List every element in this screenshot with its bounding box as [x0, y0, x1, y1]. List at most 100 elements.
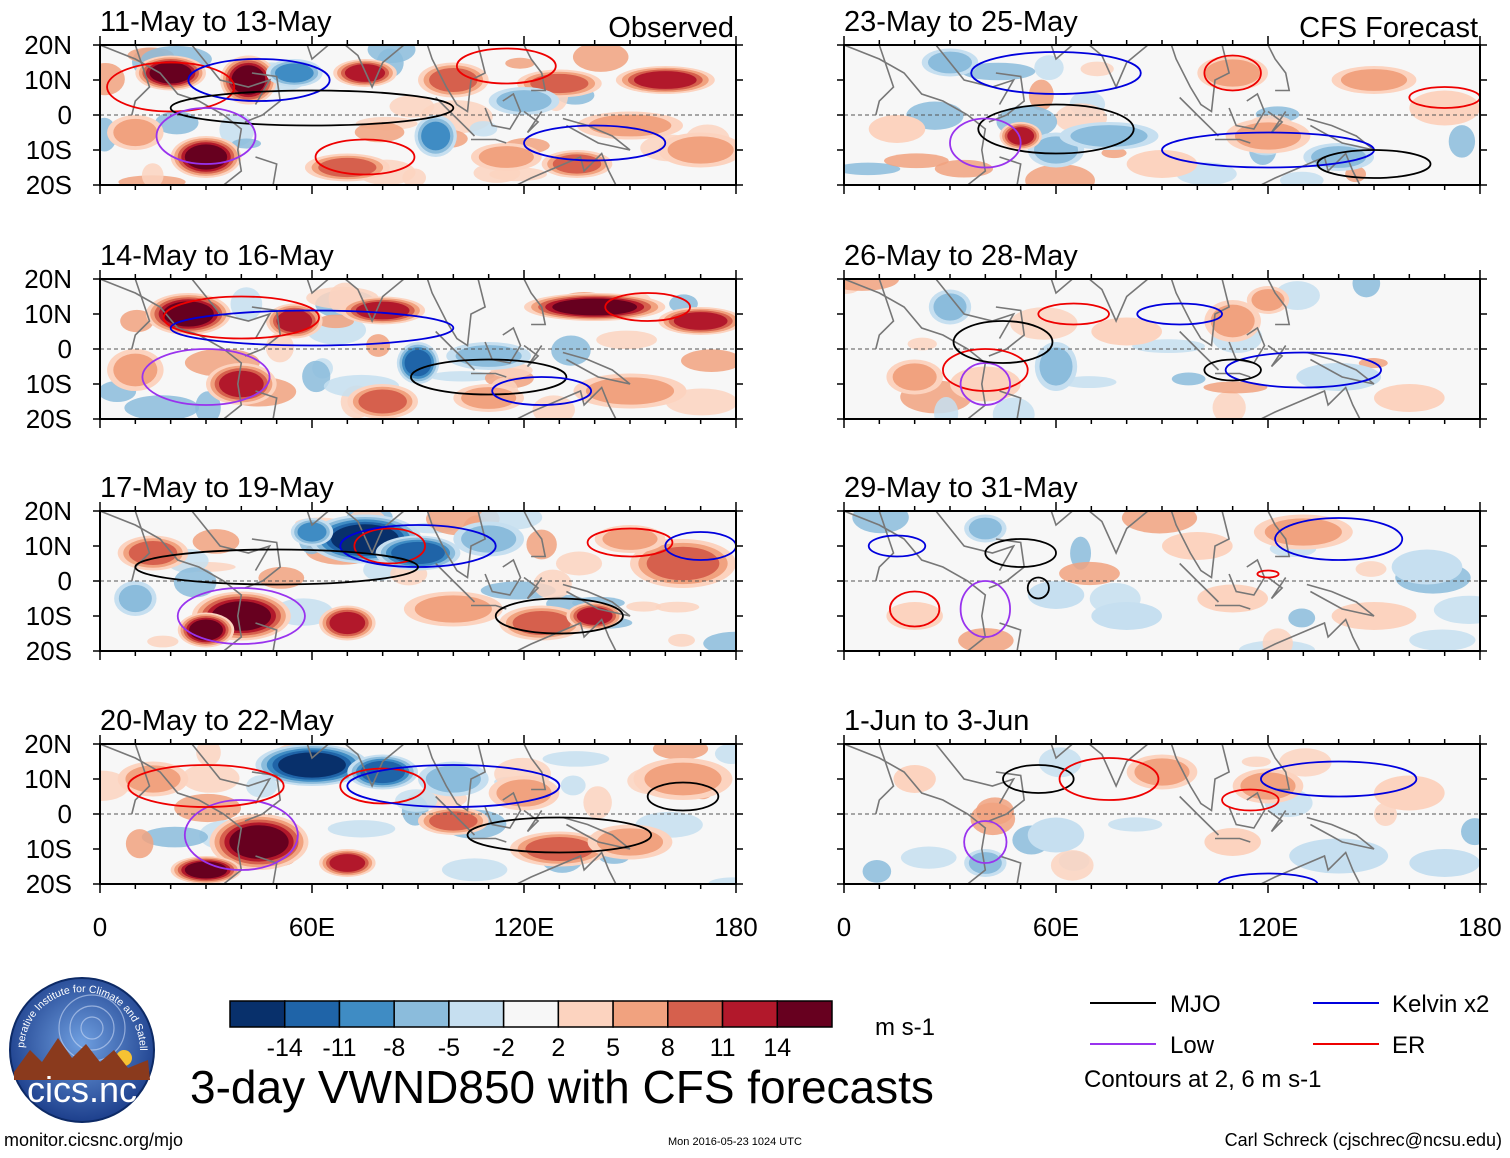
anomaly-cell — [708, 877, 736, 884]
anomaly-cell — [862, 860, 892, 883]
coastline — [283, 45, 487, 113]
lon-label: 0 — [837, 912, 851, 942]
anomaly-blob — [231, 65, 266, 95]
er-contour — [1203, 54, 1262, 92]
mjo-contour — [134, 548, 419, 586]
anomaly-field — [844, 279, 1445, 419]
coastline — [875, 279, 895, 350]
anomaly-cell — [1050, 850, 1094, 881]
anomaly-blob — [184, 144, 228, 170]
anomaly-blob — [1374, 384, 1445, 412]
mjo-contour — [1026, 576, 1050, 600]
kelvin-contour — [523, 124, 667, 162]
anomaly-cell — [934, 397, 959, 419]
contours — [867, 517, 1404, 638]
anomaly-blob — [118, 584, 152, 613]
coastline — [1306, 583, 1375, 617]
mjo-contour — [977, 103, 1135, 155]
low-contour — [141, 348, 271, 406]
anomaly-cell — [141, 163, 164, 185]
coastline — [1243, 618, 1361, 651]
coastline — [251, 156, 278, 185]
anomaly-blob — [1134, 758, 1190, 786]
coastline — [251, 855, 278, 884]
anomaly-cell — [703, 631, 736, 651]
coastline — [435, 795, 476, 836]
coastline — [1027, 511, 1231, 579]
kelvin-contour — [491, 376, 593, 406]
coastline — [471, 138, 507, 144]
anomaly-blob — [1391, 549, 1463, 585]
anomaly-cell — [429, 371, 495, 382]
coastline — [523, 576, 543, 600]
colorbar: -14 -11 -8 -5 -2 2 5 8 11 14 — [229, 1000, 833, 1062]
panel-2: 20N 10N 0 10S 20S 14-May to 16-May — [24, 240, 743, 434]
lat-label: 10S — [26, 834, 72, 864]
coastline — [100, 511, 243, 651]
low-contour — [963, 820, 1008, 864]
anomaly-blob — [162, 301, 214, 327]
anomaly-blob — [360, 760, 406, 784]
er-contour — [455, 47, 557, 85]
coastline — [471, 372, 507, 378]
contour-legend: MJO Kelvin x2 Low ER — [1090, 991, 1489, 1059]
lat-label: 20S — [26, 404, 72, 434]
colorbar-tick-label: 8 — [661, 1034, 675, 1062]
anomaly-blob — [892, 363, 937, 391]
anomaly-blob — [404, 349, 432, 377]
mjo-contour — [169, 89, 455, 127]
er-contour — [106, 61, 236, 113]
er-contour — [604, 292, 691, 322]
anomaly-blob — [329, 854, 366, 872]
anomaly-blob — [149, 62, 192, 84]
anomaly-cell — [1034, 55, 1064, 81]
coastline — [1267, 809, 1287, 833]
anomaly-blob — [1162, 532, 1233, 560]
anomaly-cell — [402, 168, 426, 185]
colorbar-swatch — [667, 1000, 724, 1028]
coastline — [1228, 326, 1266, 364]
colorbar-tick-label: 11 — [710, 1034, 736, 1062]
coastline — [484, 558, 522, 596]
lat-label: 0 — [58, 334, 72, 364]
coastline — [523, 110, 543, 134]
anomaly-cell — [1433, 595, 1480, 624]
anomaly-cell — [1059, 561, 1120, 586]
colorbar-swatch — [776, 1000, 833, 1028]
anomaly-cell — [542, 751, 610, 767]
coastline — [1267, 45, 1291, 92]
anomaly-blob — [667, 136, 734, 164]
coastline — [562, 583, 631, 617]
colorbar-units: m s-1 — [875, 1014, 935, 1041]
lat-label: 10S — [26, 601, 72, 631]
anomaly-cell — [668, 633, 695, 647]
colorbar-swatch — [393, 1000, 450, 1028]
coastline — [523, 279, 547, 326]
coastline — [283, 744, 487, 812]
coastline — [1243, 386, 1361, 419]
anomaly-blob — [525, 837, 594, 861]
anomaly-cell — [1352, 279, 1381, 298]
coastline — [875, 45, 895, 116]
anomaly-cell — [1061, 376, 1117, 389]
panel-title: 14-May to 16-May — [100, 240, 334, 272]
coastline — [1306, 351, 1375, 385]
colorbar-swatch — [283, 1000, 341, 1028]
colorbar-tick-label: -14 — [267, 1034, 303, 1062]
er-contour — [353, 527, 426, 565]
coastline — [435, 562, 476, 603]
lon-label: 120E — [494, 912, 555, 942]
anomaly-cell — [1132, 339, 1205, 354]
coastline — [191, 744, 272, 804]
anomaly-blob — [1340, 69, 1408, 91]
anomaly-blob — [329, 611, 366, 635]
coastline — [1215, 604, 1251, 610]
anomaly-cell — [1038, 747, 1082, 778]
coastline — [995, 622, 1022, 651]
anomaly-blob — [646, 546, 720, 581]
contours — [942, 302, 1382, 406]
coastline — [1179, 96, 1220, 137]
anomaly-blob — [868, 115, 926, 143]
kelvin-contour — [970, 51, 1142, 95]
